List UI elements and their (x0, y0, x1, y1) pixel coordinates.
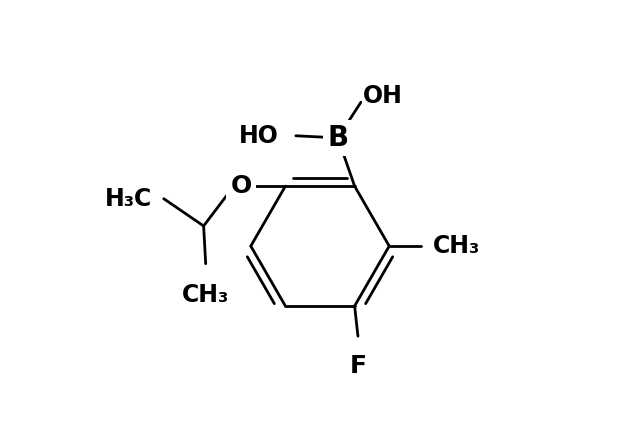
Text: CH₃: CH₃ (433, 234, 481, 258)
Text: H₃C: H₃C (105, 187, 152, 211)
Text: B: B (327, 124, 348, 152)
Text: F: F (349, 354, 367, 378)
Text: CH₃: CH₃ (182, 283, 229, 307)
Text: O: O (231, 174, 252, 198)
Text: HO: HO (239, 124, 279, 148)
Text: OH: OH (363, 84, 403, 108)
